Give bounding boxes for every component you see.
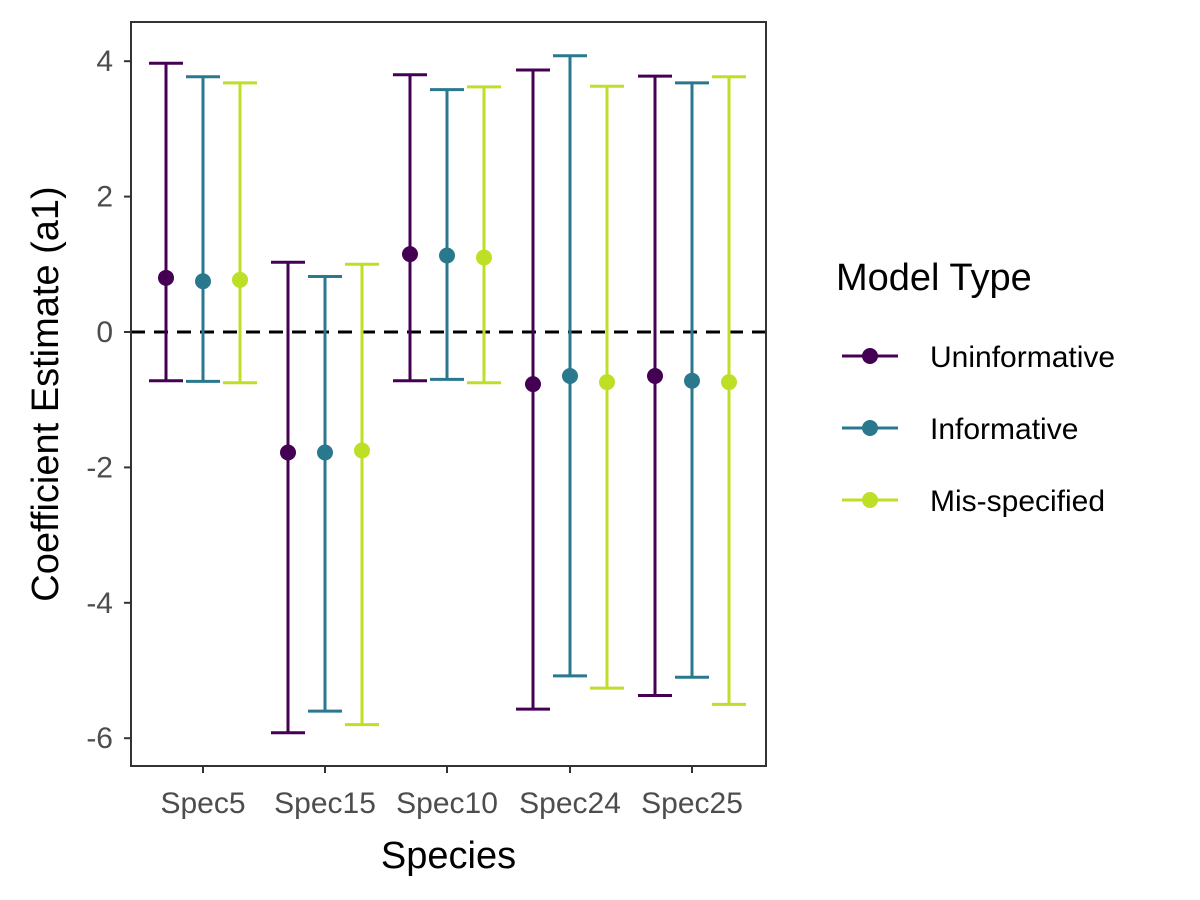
legend-title: Model Type <box>836 257 1032 299</box>
legend-key-point <box>862 420 878 436</box>
estimate-point <box>402 246 418 263</box>
estimate-point <box>476 249 492 266</box>
x-tick-label: Spec24 <box>519 787 621 820</box>
legend-item: Mis-specified <box>842 485 1105 518</box>
x-tick-label: Spec10 <box>396 787 498 820</box>
y-axis: 4 2 0 -2 -4 -6 <box>86 45 131 755</box>
estimate-point <box>721 374 737 391</box>
plot-panel <box>130 21 767 767</box>
y-axis-title: Coefficient Estimate (a1) <box>25 186 67 601</box>
legend-item: Uninformative <box>842 341 1115 374</box>
estimate-point <box>684 372 700 389</box>
x-tick-label: Spec5 <box>160 787 245 820</box>
series-mis-specified <box>223 75 746 727</box>
estimate-point <box>158 269 174 286</box>
estimate-point <box>280 444 296 461</box>
legend-label: Mis-specified <box>930 485 1105 518</box>
estimate-point <box>195 273 211 290</box>
legend-item: Informative <box>842 413 1078 446</box>
estimate-point <box>562 368 578 385</box>
estimate-point <box>525 376 541 393</box>
estimate-point <box>317 444 333 461</box>
legend-key-point <box>862 492 878 508</box>
x-axis: Spec5 Spec15 Spec10 Spec24 Spec25 <box>160 766 743 820</box>
y-tick-label: 0 <box>96 316 113 349</box>
x-axis-title: Species <box>381 835 516 877</box>
y-tick-label: -4 <box>86 587 113 620</box>
series-uninformative <box>149 61 672 735</box>
estimate-point <box>599 374 615 391</box>
x-tick-label: Spec15 <box>274 787 376 820</box>
legend-label: Uninformative <box>930 341 1115 374</box>
x-tick-label: Spec25 <box>641 787 743 820</box>
legend-label: Informative <box>930 413 1078 446</box>
y-tick-label: -2 <box>86 451 113 484</box>
legend: Uninformative Informative Mis-specified <box>842 341 1115 518</box>
legend-key-point <box>862 348 878 364</box>
series-informative <box>186 54 709 713</box>
estimate-point <box>354 442 370 459</box>
estimate-point <box>439 247 455 264</box>
y-tick-label: 4 <box>96 45 113 78</box>
y-tick-label: -6 <box>86 722 113 755</box>
estimate-point <box>232 271 248 288</box>
estimate-point <box>647 368 663 385</box>
series-layer <box>149 54 746 735</box>
y-tick-label: 2 <box>96 181 113 214</box>
